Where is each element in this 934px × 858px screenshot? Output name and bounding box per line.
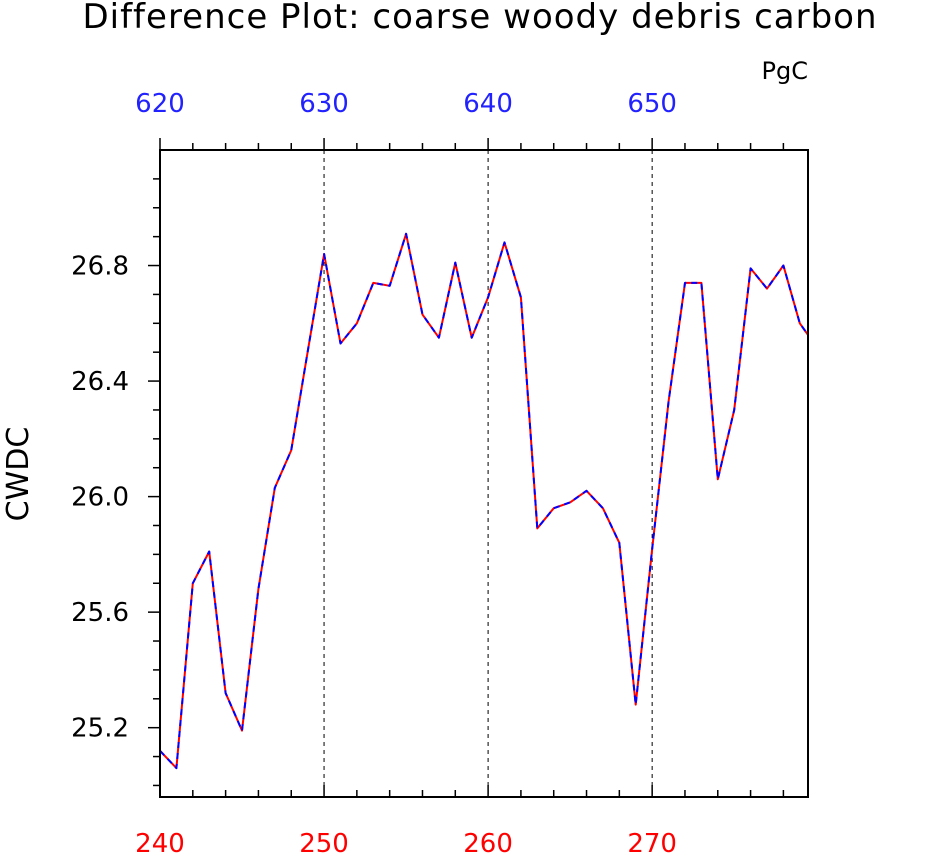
top-tick-label: 630 bbox=[299, 89, 349, 119]
top-tick-label: 620 bbox=[135, 89, 185, 119]
left-tick-label: 26.0 bbox=[71, 483, 129, 513]
chart-title: Difference Plot: coarse woody debris car… bbox=[82, 0, 877, 37]
bottom-tick-label: 270 bbox=[627, 829, 677, 858]
left-tick-label: 25.6 bbox=[71, 598, 129, 628]
bottom-tick-label: 260 bbox=[463, 829, 513, 858]
gridlines bbox=[323, 150, 653, 797]
units-label: PgC bbox=[762, 57, 808, 85]
left-tick-label: 26.4 bbox=[71, 367, 129, 397]
left-tick-label: 26.8 bbox=[71, 252, 129, 282]
y-axis-label: CWDC bbox=[1, 427, 36, 522]
top-tick-label: 650 bbox=[627, 89, 677, 119]
plot-frame bbox=[159, 149, 809, 798]
top-tick-label: 640 bbox=[463, 89, 513, 119]
left-tick-label: 25.2 bbox=[71, 714, 129, 744]
bottom-tick-label: 250 bbox=[299, 829, 349, 858]
axis-ticks bbox=[148, 138, 785, 797]
series-line-0 bbox=[159, 232, 809, 770]
tick-labels: 240 250 260 270 620 630 640 650 25.2 25.6 26.0 26.4… bbox=[71, 89, 677, 858]
series-line-1 bbox=[159, 232, 809, 770]
bottom-tick-label: 240 bbox=[135, 829, 185, 858]
data-series bbox=[159, 232, 809, 770]
